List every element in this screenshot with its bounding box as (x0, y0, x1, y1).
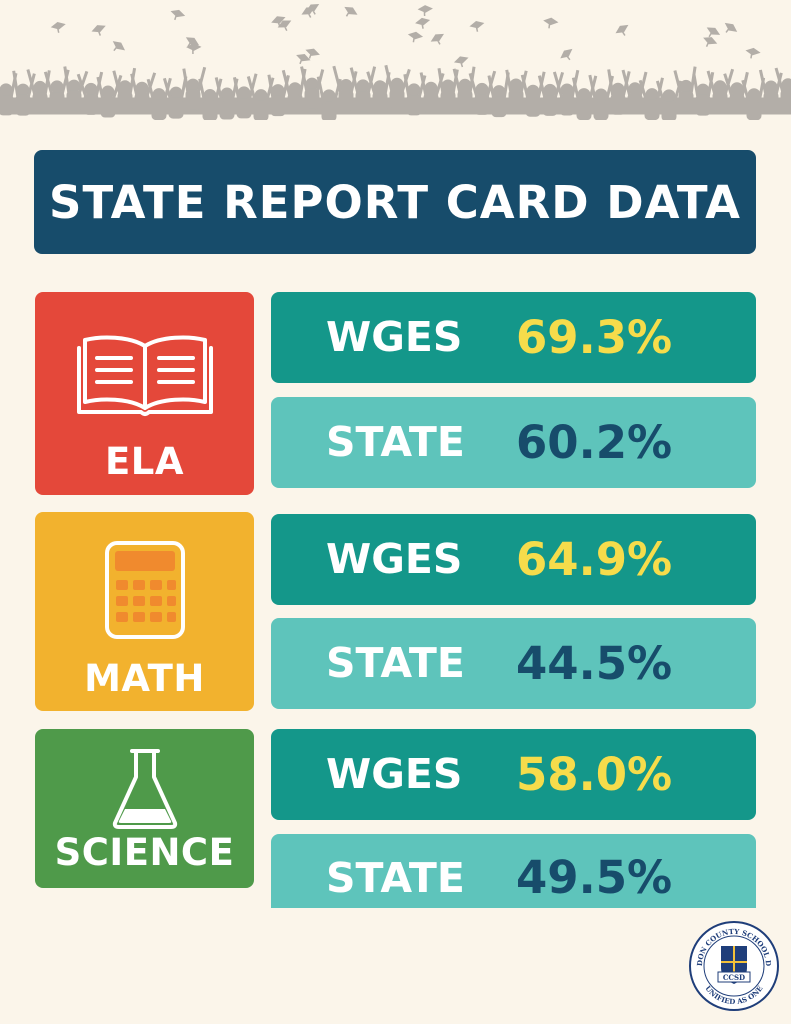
row-percentage: 58.0% (516, 748, 673, 801)
row-group-label: STATE (326, 418, 465, 466)
row-percentage: 49.5% (516, 851, 673, 904)
ela-wges-row: WGES 69.3% (271, 292, 756, 383)
svg-text:CCSD: CCSD (723, 973, 745, 982)
calculator-icon (105, 541, 185, 639)
district-seal-logo: CLARENDON COUNTY SCHOOL DISTRICT UNIFIED… (688, 920, 779, 1011)
math-state-row: STATE 44.5% (271, 618, 756, 709)
ela-label: ELA (105, 440, 184, 483)
science-wges-row: WGES 58.0% (271, 729, 756, 820)
row-group-label: WGES (326, 750, 463, 798)
row-group-label: WGES (326, 313, 463, 361)
row-percentage: 60.2% (516, 416, 673, 469)
row-group-label: WGES (326, 535, 463, 583)
title-banner: STATE REPORT CARD DATA (34, 150, 756, 254)
row-percentage: 64.9% (516, 533, 673, 586)
page-title: STATE REPORT CARD DATA (49, 175, 741, 229)
math-label: MATH (84, 657, 205, 700)
ela-subject-tile: ELA (35, 292, 254, 495)
science-subject-tile: SCIENCE (35, 729, 254, 888)
math-wges-row: WGES 64.9% (271, 514, 756, 605)
row-percentage: 69.3% (516, 311, 673, 364)
ela-state-row: STATE 60.2% (271, 397, 756, 488)
graduation-crowd-illustration (0, 3, 791, 120)
math-subject-tile: MATH (35, 512, 254, 711)
row-group-label: STATE (326, 639, 465, 687)
open-book-icon (77, 335, 213, 416)
science-state-row: STATE 49.5% (271, 834, 756, 908)
flask-icon (112, 749, 178, 829)
science-label: SCIENCE (54, 831, 235, 874)
row-percentage: 44.5% (516, 637, 673, 690)
row-group-label: STATE (326, 854, 465, 902)
